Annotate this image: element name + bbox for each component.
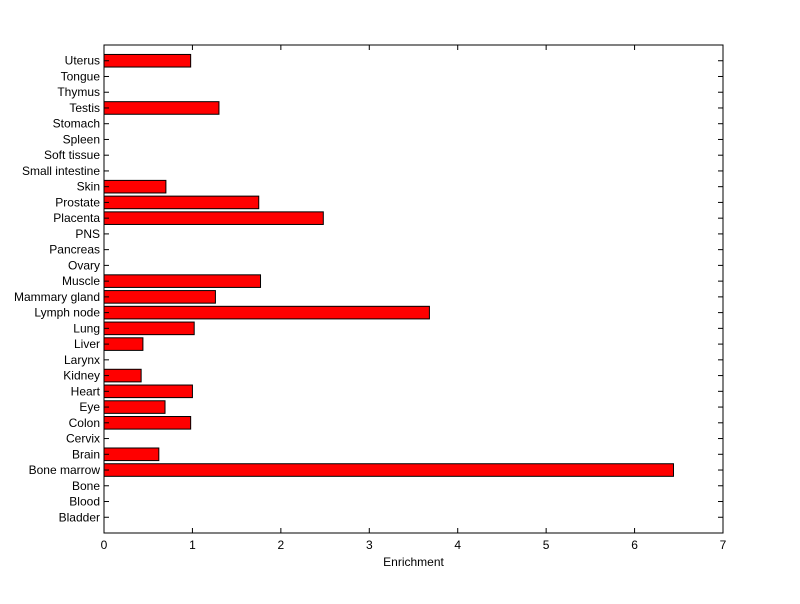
category-label: Bladder (59, 510, 100, 524)
bar-muscle (103, 274, 262, 288)
bar-placenta (103, 211, 324, 225)
x-tick-label: 3 (366, 538, 373, 552)
category-label: Placenta (53, 211, 100, 225)
x-axis-label: Enrichment (383, 555, 444, 569)
category-label: Lung (73, 321, 100, 335)
ticks-layer (103, 45, 724, 533)
bar-lymph-node (103, 305, 430, 320)
bar-mammary-gland (103, 290, 216, 304)
category-label: Kidney (63, 369, 100, 383)
category-label: Brain (72, 447, 100, 461)
bar-liver (103, 337, 144, 351)
category-label: Uterus (65, 54, 100, 68)
category-label: PNS (75, 227, 100, 241)
bar-prostate (103, 195, 260, 210)
bar-eye (103, 400, 166, 414)
axes-frame (103, 44, 724, 534)
category-label: Soft tissue (44, 148, 100, 162)
category-label: Larynx (64, 353, 100, 367)
bar-colon (103, 416, 192, 430)
category-label: Cervix (66, 432, 100, 446)
bar-bone-marrow (103, 463, 674, 477)
category-label: Small intestine (22, 164, 100, 178)
category-label: Lymph node (34, 306, 100, 320)
x-tick-label: 6 (631, 538, 638, 552)
category-label: Liver (74, 337, 100, 351)
x-tick-label: 4 (454, 538, 461, 552)
category-label: Blood (69, 495, 100, 509)
bar-uterus (103, 53, 192, 68)
category-label: Heart (71, 384, 101, 398)
x-tick-label: 2 (278, 538, 285, 552)
bar-brain (103, 447, 160, 462)
category-label: Bone marrow (29, 463, 101, 477)
category-label: Thymus (57, 85, 100, 99)
category-label: Pancreas (49, 243, 100, 257)
category-label: Tongue (61, 69, 101, 83)
bar-kidney (103, 368, 142, 383)
x-tick-label: 5 (543, 538, 550, 552)
category-label: Colon (69, 416, 100, 430)
x-tick-label: 7 (720, 538, 727, 552)
x-tick-label: 0 (101, 538, 108, 552)
x-tick-labels: 0 1 2 3 4 5 6 7 (101, 538, 727, 552)
category-label: Eye (79, 400, 100, 414)
category-label: Prostate (55, 195, 100, 209)
bars-layer (103, 53, 674, 477)
category-label: Mammary gland (14, 290, 100, 304)
category-label: Stomach (53, 117, 100, 131)
x-tick-label: 1 (189, 538, 196, 552)
bar-heart (103, 384, 193, 399)
category-label: Testis (69, 101, 100, 115)
bar-testis (103, 101, 220, 115)
category-label: Bone (72, 479, 100, 493)
category-label: Spleen (63, 132, 100, 146)
bar-lung (103, 321, 195, 336)
category-label: Skin (77, 180, 100, 194)
category-label: Muscle (62, 274, 100, 288)
category-label: Ovary (68, 258, 100, 272)
bar-skin (103, 179, 167, 194)
